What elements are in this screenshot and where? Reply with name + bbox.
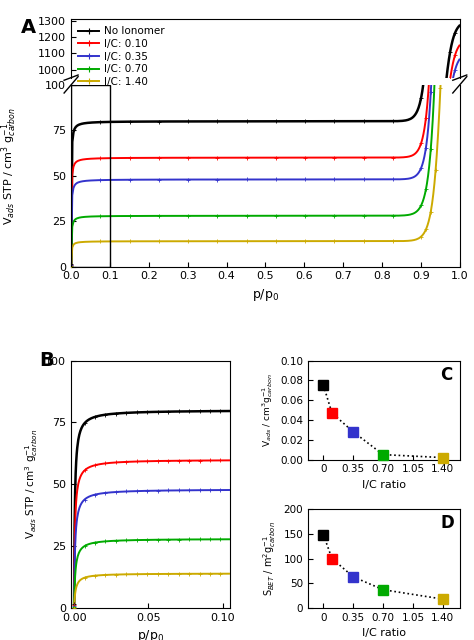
Text: D: D [440,514,454,532]
Text: B: B [39,351,54,370]
X-axis label: p/p$_0$: p/p$_0$ [137,628,164,640]
Legend: No Ionomer, I/C: 0.10, I/C: 0.35, I/C: 0.70, I/C: 1.40: No Ionomer, I/C: 0.10, I/C: 0.35, I/C: 0… [76,24,167,89]
Text: C: C [440,365,452,383]
Text: V$_{ads}$ STP / cm$^3$ g$^{-1}_{carbon}$: V$_{ads}$ STP / cm$^3$ g$^{-1}_{carbon}$ [0,108,19,225]
Y-axis label: V$_{ads}$ STP / cm$^3$ g$^{-1}_{carbon}$: V$_{ads}$ STP / cm$^3$ g$^{-1}_{carbon}$ [23,429,40,540]
X-axis label: I/C ratio: I/C ratio [362,480,406,490]
X-axis label: I/C ratio: I/C ratio [362,628,406,639]
Y-axis label: V$_{ads}$ / cm$^3$g$^{-1}_{carbon}$: V$_{ads}$ / cm$^3$g$^{-1}_{carbon}$ [260,373,275,447]
Bar [71,85,110,267]
X-axis label: p/p$_0$: p/p$_0$ [252,287,279,303]
Y-axis label: S$_{BET}$ / m$^2$g$^{-1}_{carbon}$: S$_{BET}$ / m$^2$g$^{-1}_{carbon}$ [261,521,278,596]
Text: A: A [20,18,36,37]
